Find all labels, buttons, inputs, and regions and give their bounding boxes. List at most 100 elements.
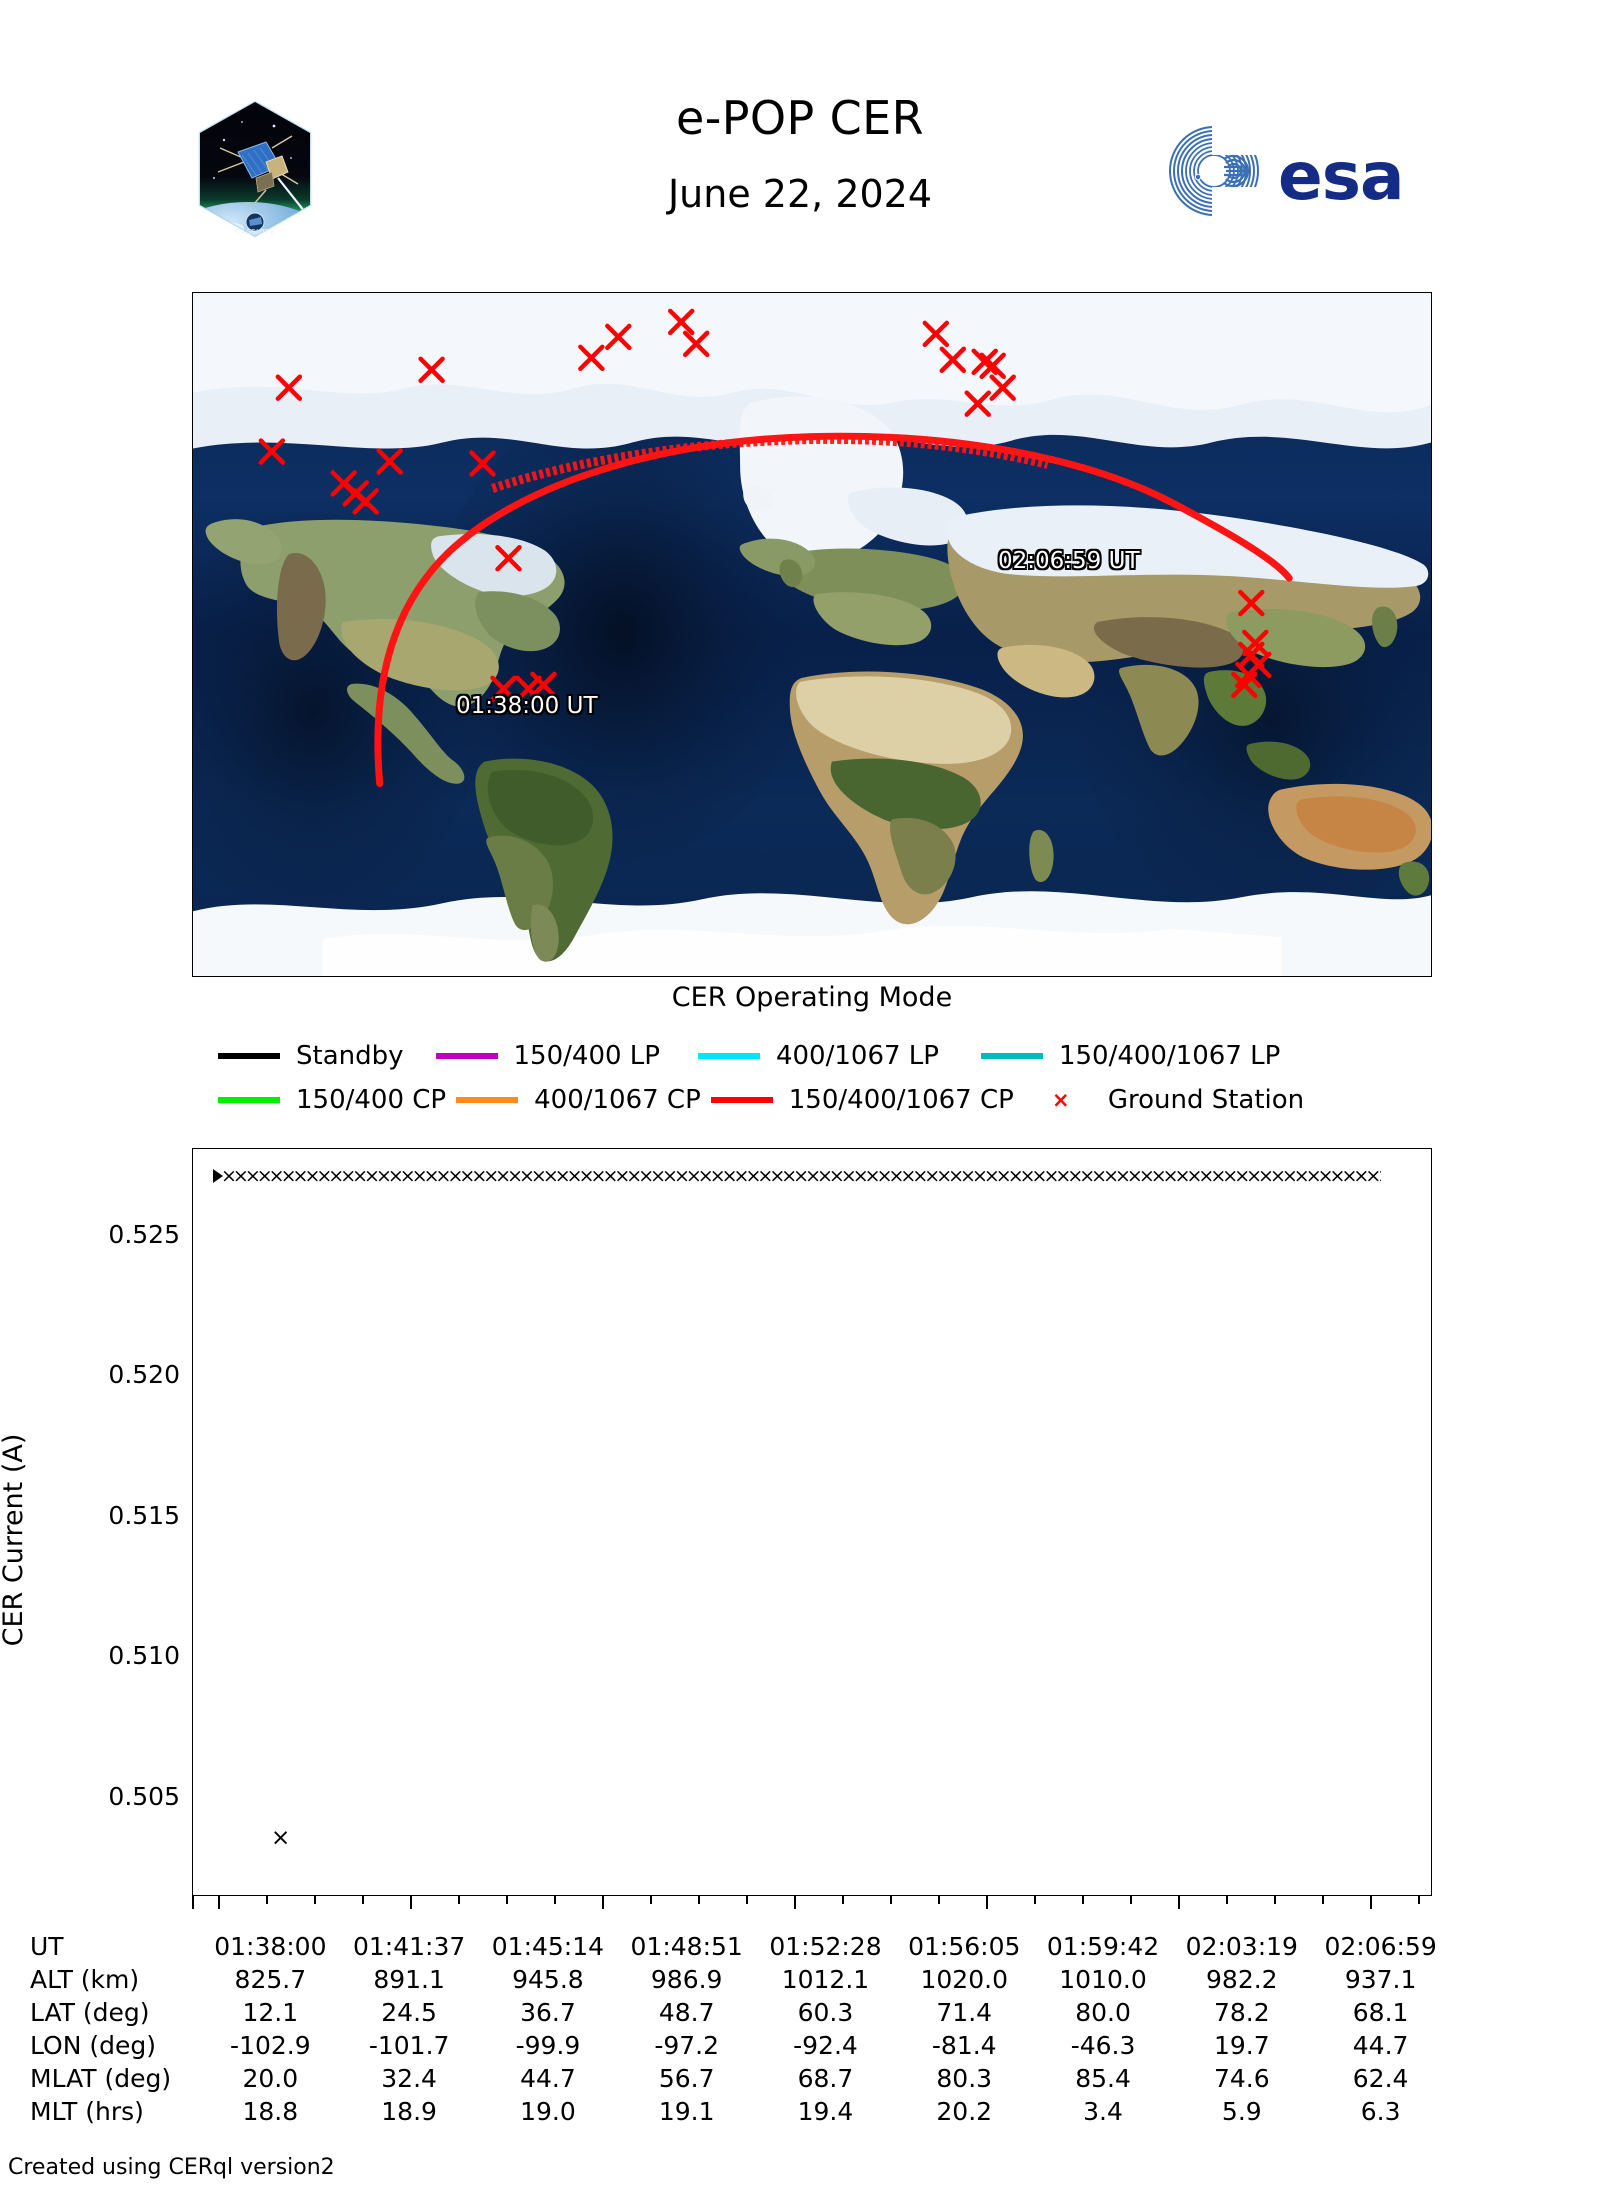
table-cell: 44.7 (520, 2064, 576, 2093)
plot-data-area: ××××××××××××××××××××××××××××××××××××××××… (193, 1149, 1431, 1895)
table-cell: 01:38:00 (214, 1932, 327, 1961)
x-tick-minor (1418, 1896, 1420, 1904)
x-tick-major (410, 1896, 412, 1909)
table-cell: -99.9 (515, 2031, 581, 2060)
legend-item-label: 150/400 CP (296, 1085, 447, 1115)
table-cell: -102.9 (230, 2031, 311, 2060)
table-cell: 01:59:42 (1046, 1932, 1160, 1961)
y-tick-label: 0.515 (108, 1501, 180, 1530)
legend-item-label: 400/1067 LP (775, 1041, 939, 1071)
table-cell: 20.2 (936, 2097, 993, 2126)
cer-current-plot[interactable]: ××××××××××××××××××××××××××××××××××××××××… (192, 1148, 1432, 1896)
table-cell: 01:56:05 (908, 1932, 1021, 1961)
legend-item-standby[interactable]: Standby (218, 1041, 404, 1071)
footer-credit: Created using CERql version2 (8, 2155, 335, 2180)
legend-item-ground-station[interactable]: × Ground Station (1030, 1085, 1304, 1115)
table-row: MLAT (deg) 20.0 32.4 44.7 56.7 68.7 80.3 85.4 74… (30, 2062, 1450, 2095)
legend: CER Operating Mode Standby 150/400 LP 40… (192, 982, 1432, 1122)
table-cell: 02:06:59 (1324, 1932, 1437, 1961)
table-cell: 945.8 (512, 1965, 584, 1994)
legend-item-400-1067-cp[interactable]: 400/1067 CP (456, 1085, 701, 1115)
legend-item-150-400-lp[interactable]: 150/400 LP (435, 1041, 660, 1071)
legend-item-150-400-1067-lp[interactable]: 150/400/1067 LP (980, 1041, 1280, 1071)
legend-item-400-1067-lp[interactable]: 400/1067 LP (697, 1041, 939, 1071)
x-tick-minor (746, 1896, 748, 1904)
legend-title: CER Operating Mode (671, 982, 953, 1013)
table-cell: 32.4 (381, 2064, 437, 2093)
table-cell: -46.3 (1070, 2031, 1136, 2060)
table-cell: 48.7 (658, 1998, 715, 2027)
table-row: MLT (hrs) 18.8 18.9 19.0 19.1 19.4 20.2 3.4 5.9 6… (30, 2095, 1450, 2128)
table-cell: 62.4 (1352, 2064, 1409, 2093)
x-tick-minor (842, 1896, 844, 1904)
page-header: CASSIOPE e-POP CER June 22, 2024 (0, 0, 1600, 270)
table-cell: 56.7 (658, 2064, 715, 2093)
x-axis-ticks (192, 1896, 1432, 1912)
y-tick-label: 0.520 (108, 1360, 180, 1389)
table-cell: -92.4 (793, 2031, 858, 2060)
table-cell: 01:48:51 (630, 1932, 743, 1961)
legend-item-label: 150/400/1067 CP (788, 1085, 1014, 1115)
table-cell: 982.2 (1206, 1965, 1278, 1994)
table-cell: 78.2 (1213, 1998, 1270, 2027)
table-cell: 85.4 (1075, 2064, 1131, 2093)
y-axis-title: CER Current (A) (0, 1433, 29, 1647)
y-tick-label: 0.525 (108, 1220, 180, 1249)
table-cell: 891.1 (373, 1965, 445, 1994)
line-swatch-icon (710, 1097, 773, 1103)
table-row-label: LON (deg) (30, 2031, 156, 2060)
x-tick-minor (1274, 1896, 1276, 1904)
table-cell: 44.7 (1352, 2031, 1409, 2060)
x-tick-minor (554, 1896, 556, 1904)
line-swatch-icon (218, 1053, 280, 1059)
ground-station-markers (258, 308, 1272, 703)
x-tick-minor (698, 1896, 700, 1904)
x-marker-icon: × (1052, 1087, 1070, 1112)
table-row: UT 01:38:00 01:41:37 01:45:14 01:48:51 01:52:… (30, 1930, 1450, 1963)
line-swatch-icon (218, 1097, 280, 1103)
table-cell: 6.3 (1360, 2097, 1401, 2126)
cer-current-data-series: ××××××××××××××××××××××××××××××××××××××××… (221, 1169, 1381, 1183)
map-end-time-label: 02:06:59 UT (998, 548, 1140, 574)
x-tick-minor (1034, 1896, 1036, 1904)
x-tick-minor (314, 1896, 316, 1904)
table-row-label: MLAT (deg) (30, 2064, 172, 2093)
y-tick-label: 0.510 (108, 1641, 180, 1670)
table-cell: 68.7 (797, 2064, 854, 2093)
legend-item-label: Standby (296, 1041, 404, 1071)
table-row-label: LAT (deg) (30, 1998, 150, 2027)
x-tick-minor (650, 1896, 652, 1904)
ephemeris-table: UT 01:38:00 01:41:37 01:45:14 01:48:51 01:52:… (30, 1930, 1450, 2128)
table-cell: 02:03:19 (1185, 1932, 1298, 1961)
y-axis-tick-labels: 0.525 0.520 0.515 0.510 0.505 (30, 1148, 180, 1896)
map-start-time-label: 01:38:00 UT (456, 693, 598, 719)
x-tick-minor (890, 1896, 892, 1904)
table-row: LON (deg) -102.9 -101.7 -99.9 -97.2 -92.4 -81.… (30, 2029, 1450, 2062)
world-map-graphic (193, 293, 1431, 976)
legend-row: 150/400 CP 400/1067 CP 150/400/1067 CP ×… (192, 1078, 1432, 1122)
table-cell: 24.5 (381, 1998, 437, 2027)
table-cell: 01:52:28 (769, 1932, 882, 1961)
table-cell: 825.7 (234, 1965, 307, 1994)
x-tick-minor (362, 1896, 364, 1904)
table-cell: 36.7 (520, 1998, 576, 2027)
orbit-track-line (374, 432, 1293, 788)
x-tick-minor (1130, 1896, 1132, 1904)
table-cell: 19.7 (1213, 2031, 1270, 2060)
legend-item-150-400-cp[interactable]: 150/400 CP (218, 1085, 446, 1115)
esa-logo: esa (1168, 125, 1458, 217)
table-cell: 3.4 (1083, 2097, 1123, 2126)
page-title: e-POP CER (676, 91, 924, 145)
table-cell: 74.6 (1213, 2064, 1270, 2093)
legend-item-150-400-1067-cp[interactable]: 150/400/1067 CP (710, 1085, 1014, 1115)
table-cell: -81.4 (931, 2031, 997, 2060)
ground-track-map[interactable]: 01:38:00 UT 02:06:59 UT (192, 292, 1432, 977)
x-tick-major (1178, 1896, 1180, 1909)
table-cell: 01:41:37 (352, 1932, 466, 1961)
legend-item-label: 400/1067 CP (534, 1085, 701, 1115)
x-tick-minor (1322, 1896, 1324, 1904)
line-swatch-icon (980, 1053, 1043, 1059)
page-date: June 22, 2024 (667, 172, 933, 216)
x-tick-minor (266, 1896, 268, 1904)
x-tick-minor (1226, 1896, 1228, 1904)
